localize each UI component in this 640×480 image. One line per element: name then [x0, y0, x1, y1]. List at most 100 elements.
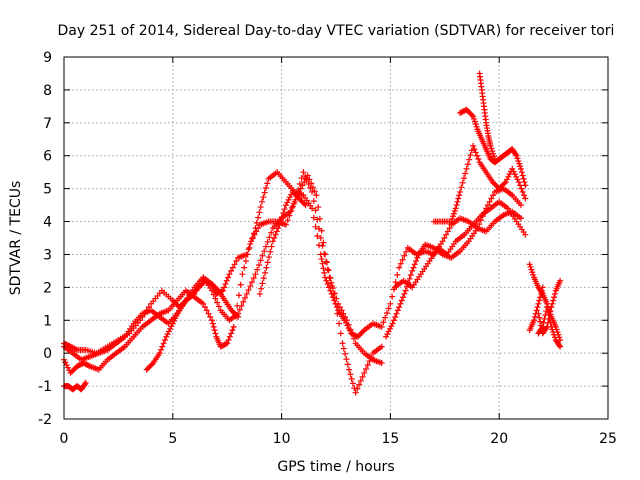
- data-point: [320, 239, 327, 246]
- data-point: [342, 313, 349, 320]
- data-point: [225, 274, 232, 281]
- data-point: [399, 256, 406, 263]
- data-point: [296, 195, 303, 202]
- data-point: [324, 266, 331, 273]
- data-point: [385, 305, 392, 312]
- data-point: [202, 277, 209, 284]
- data-point: [321, 269, 328, 276]
- data-point: [193, 286, 200, 293]
- data-point: [538, 287, 545, 294]
- data-point: [293, 192, 300, 199]
- data-point: [255, 261, 262, 268]
- data-point: [320, 265, 327, 272]
- data-point: [302, 175, 309, 182]
- data-point: [67, 369, 74, 376]
- data-point: [467, 152, 474, 159]
- data-point: [449, 215, 456, 222]
- data-point: [268, 229, 275, 236]
- data-point: [242, 294, 249, 301]
- data-point: [262, 243, 269, 250]
- data-point: [537, 318, 544, 325]
- data-point: [233, 312, 240, 319]
- data-point: [536, 314, 543, 321]
- data-point: [350, 335, 357, 342]
- data-point: [208, 281, 215, 288]
- data-point: [551, 290, 558, 297]
- data-point: [464, 107, 471, 114]
- data-point: [327, 275, 334, 282]
- data-point: [441, 235, 448, 241]
- data-point: [236, 306, 243, 313]
- data-point: [81, 381, 88, 388]
- data-point: [161, 337, 168, 344]
- data-point: [551, 294, 558, 301]
- data-point: [534, 304, 541, 311]
- data-point: [300, 169, 307, 176]
- data-point: [325, 267, 332, 274]
- data-point: [519, 188, 526, 195]
- data-point: [349, 380, 356, 387]
- data-point: [309, 205, 316, 212]
- data-point: [397, 300, 404, 307]
- data-point: [226, 271, 233, 278]
- data-point: [67, 343, 74, 350]
- data-point: [308, 180, 315, 187]
- data-point: [75, 362, 82, 369]
- data-point: [466, 156, 473, 163]
- series-track-7: [383, 185, 524, 340]
- data-point: [214, 286, 221, 293]
- series-track-4: [61, 379, 89, 393]
- data-point: [314, 233, 321, 240]
- data-point: [358, 329, 365, 336]
- data-point: [344, 361, 351, 368]
- data-point: [349, 331, 356, 338]
- data-point: [258, 285, 265, 292]
- data-point: [456, 192, 463, 199]
- data-point: [397, 260, 404, 267]
- data-point: [255, 225, 262, 232]
- data-point: [527, 263, 534, 270]
- data-point: [266, 234, 273, 241]
- data-point: [443, 231, 450, 238]
- data-point: [84, 362, 91, 369]
- data-point: [291, 198, 298, 205]
- data-point: [557, 277, 564, 284]
- y-tick-label: 8: [43, 83, 52, 99]
- data-point: [186, 293, 193, 300]
- data-point: [286, 212, 293, 219]
- data-point: [232, 311, 239, 318]
- data-point: [271, 235, 278, 241]
- data-point: [528, 266, 535, 273]
- data-point: [261, 189, 268, 196]
- data-point: [455, 195, 462, 202]
- plot-frame: [63, 56, 609, 420]
- series-track-6: [256, 188, 309, 297]
- data-point: [468, 147, 475, 154]
- data-point: [550, 329, 557, 336]
- data-point: [314, 216, 321, 223]
- y-tick-label: 6: [43, 149, 52, 165]
- series-track-3: [61, 169, 385, 376]
- data-point: [411, 261, 418, 268]
- data-point: [306, 176, 313, 183]
- chart-title: Day 251 of 2014, Sidereal Day-to-day VTE…: [58, 23, 615, 39]
- data-point: [175, 310, 182, 317]
- data-point: [260, 275, 267, 282]
- y-tick-label: 5: [43, 182, 52, 198]
- series-track-5: [143, 277, 242, 373]
- data-point: [544, 308, 551, 315]
- data-point: [410, 264, 417, 271]
- data-point: [231, 261, 238, 268]
- data-point: [489, 179, 496, 186]
- data-point: [188, 292, 195, 299]
- data-point: [331, 290, 338, 297]
- data-point: [448, 218, 455, 225]
- data-point: [77, 361, 84, 368]
- data-point: [354, 385, 361, 392]
- data-point: [497, 184, 504, 191]
- data-point: [342, 350, 349, 357]
- data-point: [537, 294, 544, 301]
- x-tick-label: 10: [273, 431, 291, 447]
- data-point: [228, 307, 235, 314]
- data-point: [496, 185, 503, 192]
